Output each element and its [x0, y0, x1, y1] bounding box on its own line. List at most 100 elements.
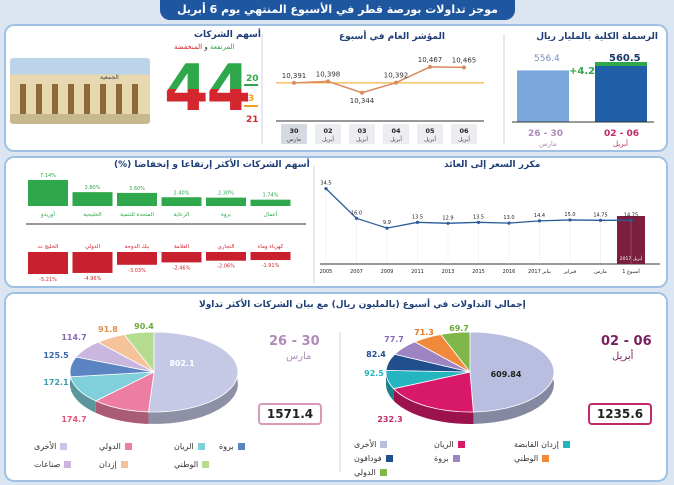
- legend-swatch: [120, 461, 128, 468]
- pe-tick-label: أسبوع 1: [622, 268, 640, 275]
- cap-change-bar: [595, 62, 647, 66]
- pe-point: [324, 187, 328, 191]
- prev-period-sub: مارس: [286, 351, 312, 362]
- loser-bar: [117, 252, 157, 265]
- curr-pie-slice-label: 69.7: [449, 324, 469, 333]
- curr-pie-slice: [440, 331, 471, 374]
- building-photo: الجمعية: [10, 58, 150, 124]
- index-tick-box: [315, 124, 341, 144]
- loser-bar: [72, 252, 113, 273]
- loser-bar: [250, 252, 291, 261]
- index-value-label: 10,392: [384, 72, 409, 80]
- index-tick-box: [417, 124, 443, 144]
- legend-swatch: [64, 461, 72, 468]
- curr-pie-slice-label: 609.84: [491, 370, 522, 379]
- pe-value-label: 14.75: [624, 212, 638, 218]
- index-point: [428, 64, 432, 69]
- prev-pie-slice: [123, 331, 155, 374]
- prev-pie-slice-label: 90.4: [134, 322, 154, 331]
- index-value-label: 10,467: [418, 56, 443, 64]
- prev-pie-slice-label: 114.7: [61, 333, 86, 342]
- cap-header: الرسملة الكلية بالمليار ريال: [536, 32, 658, 42]
- prev-pie-slice-side: [70, 376, 96, 413]
- pe-point: [385, 226, 389, 230]
- pe-point: [629, 218, 633, 222]
- loser-value-label: -1.91%: [262, 263, 280, 269]
- loser-value-label: -2.46%: [173, 265, 191, 271]
- prev-period: 26 - 30: [269, 334, 320, 349]
- gainer-value-label: 2.30%: [218, 191, 234, 197]
- prev-pie-slice: [148, 331, 239, 413]
- legend-swatch: [237, 443, 245, 450]
- gainer-name-label: الرعاية: [174, 212, 190, 218]
- gainer-name-label: أوريدو: [40, 210, 55, 218]
- index-tick-box: [383, 124, 409, 144]
- index-tick-sub: أبريل: [424, 135, 436, 143]
- pe-tick-label: 2013: [442, 269, 455, 275]
- curr-pie-slice-label: 92.5: [364, 369, 384, 378]
- pie-charts: 609.84 232.3 92.5 82.4 77.7 71.3 69.7 802.1 174.…: [43, 322, 555, 472]
- index-value-label: 10,344: [350, 97, 375, 105]
- legend-item: الأخرى: [354, 440, 388, 449]
- loser-name-label: الدولي: [85, 244, 100, 250]
- gainer-bar: [117, 192, 157, 206]
- legend-item: فودافون: [354, 454, 393, 463]
- cap-curr-sub: أبريل: [613, 140, 629, 148]
- pe-point: [598, 218, 603, 222]
- pe-point: [537, 219, 542, 223]
- pe-value-label: 9.9: [383, 220, 391, 226]
- prev-pie-slice-label: 802.1: [169, 359, 195, 368]
- index-tick-label: 06: [459, 127, 469, 135]
- legend-swatch: [380, 441, 388, 448]
- pe-tick-label: 2011: [411, 269, 424, 275]
- index-tick-label: 05: [425, 127, 435, 135]
- curr-pie-slice-label: 77.7: [384, 335, 404, 344]
- pe-point: [415, 220, 420, 224]
- top-panel: الرسملة الكلية بالمليار ريال 10,391 10,39…: [4, 24, 668, 152]
- loser-bar: [206, 252, 246, 261]
- pe-value-label: 14.75: [593, 212, 607, 218]
- curr-period: 02 - 06: [601, 334, 652, 349]
- loser-name-label: التجاري: [217, 244, 235, 250]
- legend-swatch: [562, 441, 570, 448]
- photo-caption: الجمعية: [100, 74, 119, 81]
- gainer-value-label: 3.80%: [85, 185, 101, 191]
- pe-value-label: 14.4: [534, 213, 545, 219]
- index-tick-label: 02: [323, 127, 332, 135]
- prev-pie-slice-label: 174.7: [61, 415, 86, 424]
- pe-value-label: 34.5: [320, 181, 331, 187]
- legend-swatch: [197, 443, 205, 450]
- legend-item: الدولي: [354, 468, 387, 477]
- cap-curr-label: 02 - 06: [604, 129, 640, 139]
- index-tick-sub: أبريل: [356, 135, 368, 143]
- pe-tick-label: 2009: [381, 269, 394, 275]
- index-point: [292, 80, 296, 85]
- pe-point: [507, 221, 511, 225]
- legend-swatch: [385, 455, 393, 462]
- legend-label: بروة: [219, 442, 234, 451]
- loser-value-label: -4.96%: [84, 276, 102, 282]
- stocks-up-tick: [244, 84, 258, 86]
- loser-value-label: -2.06%: [217, 264, 235, 270]
- index-tick-sub: أبريل: [322, 135, 334, 143]
- bottom-panel: إجمالي التداولات في أسبوع (بالمليون ريال…: [4, 292, 668, 482]
- legend-item: صناعات: [34, 460, 72, 469]
- loser-value-label: -5.21%: [39, 277, 57, 283]
- cap-curr-value: 560.5: [609, 53, 641, 64]
- middle-charts: 7.14% أوريدو 3.80% الخليجية 3.60% المتحدة للت…: [26, 166, 660, 284]
- cap-chart: 10,391 10,398 10,344 10,392 10,467 10,465 30 ما…: [244, 34, 654, 144]
- legend-swatch: [124, 443, 132, 450]
- curr-pie-slice-side: [386, 370, 394, 401]
- curr-pie-slice: [469, 331, 555, 413]
- stocks-big-number-text: 44: [164, 52, 251, 126]
- prev-pie-slice-side: [95, 400, 149, 424]
- stocks-down-count: 21: [246, 115, 259, 125]
- pe-value-label: 13.5: [412, 214, 423, 220]
- curr-period-sub: أبريل: [612, 351, 634, 362]
- index-point: [394, 80, 398, 85]
- stocks-sub-down: المنخفضة: [174, 43, 203, 51]
- loser-name-label: بنك الدوحة: [125, 244, 150, 250]
- page-title: موجز تداولات بورصة قطر في الأسبوع المنته…: [160, 0, 515, 36]
- legend-label: الأخرى: [34, 442, 57, 451]
- pe-highlight-bar: [617, 216, 645, 264]
